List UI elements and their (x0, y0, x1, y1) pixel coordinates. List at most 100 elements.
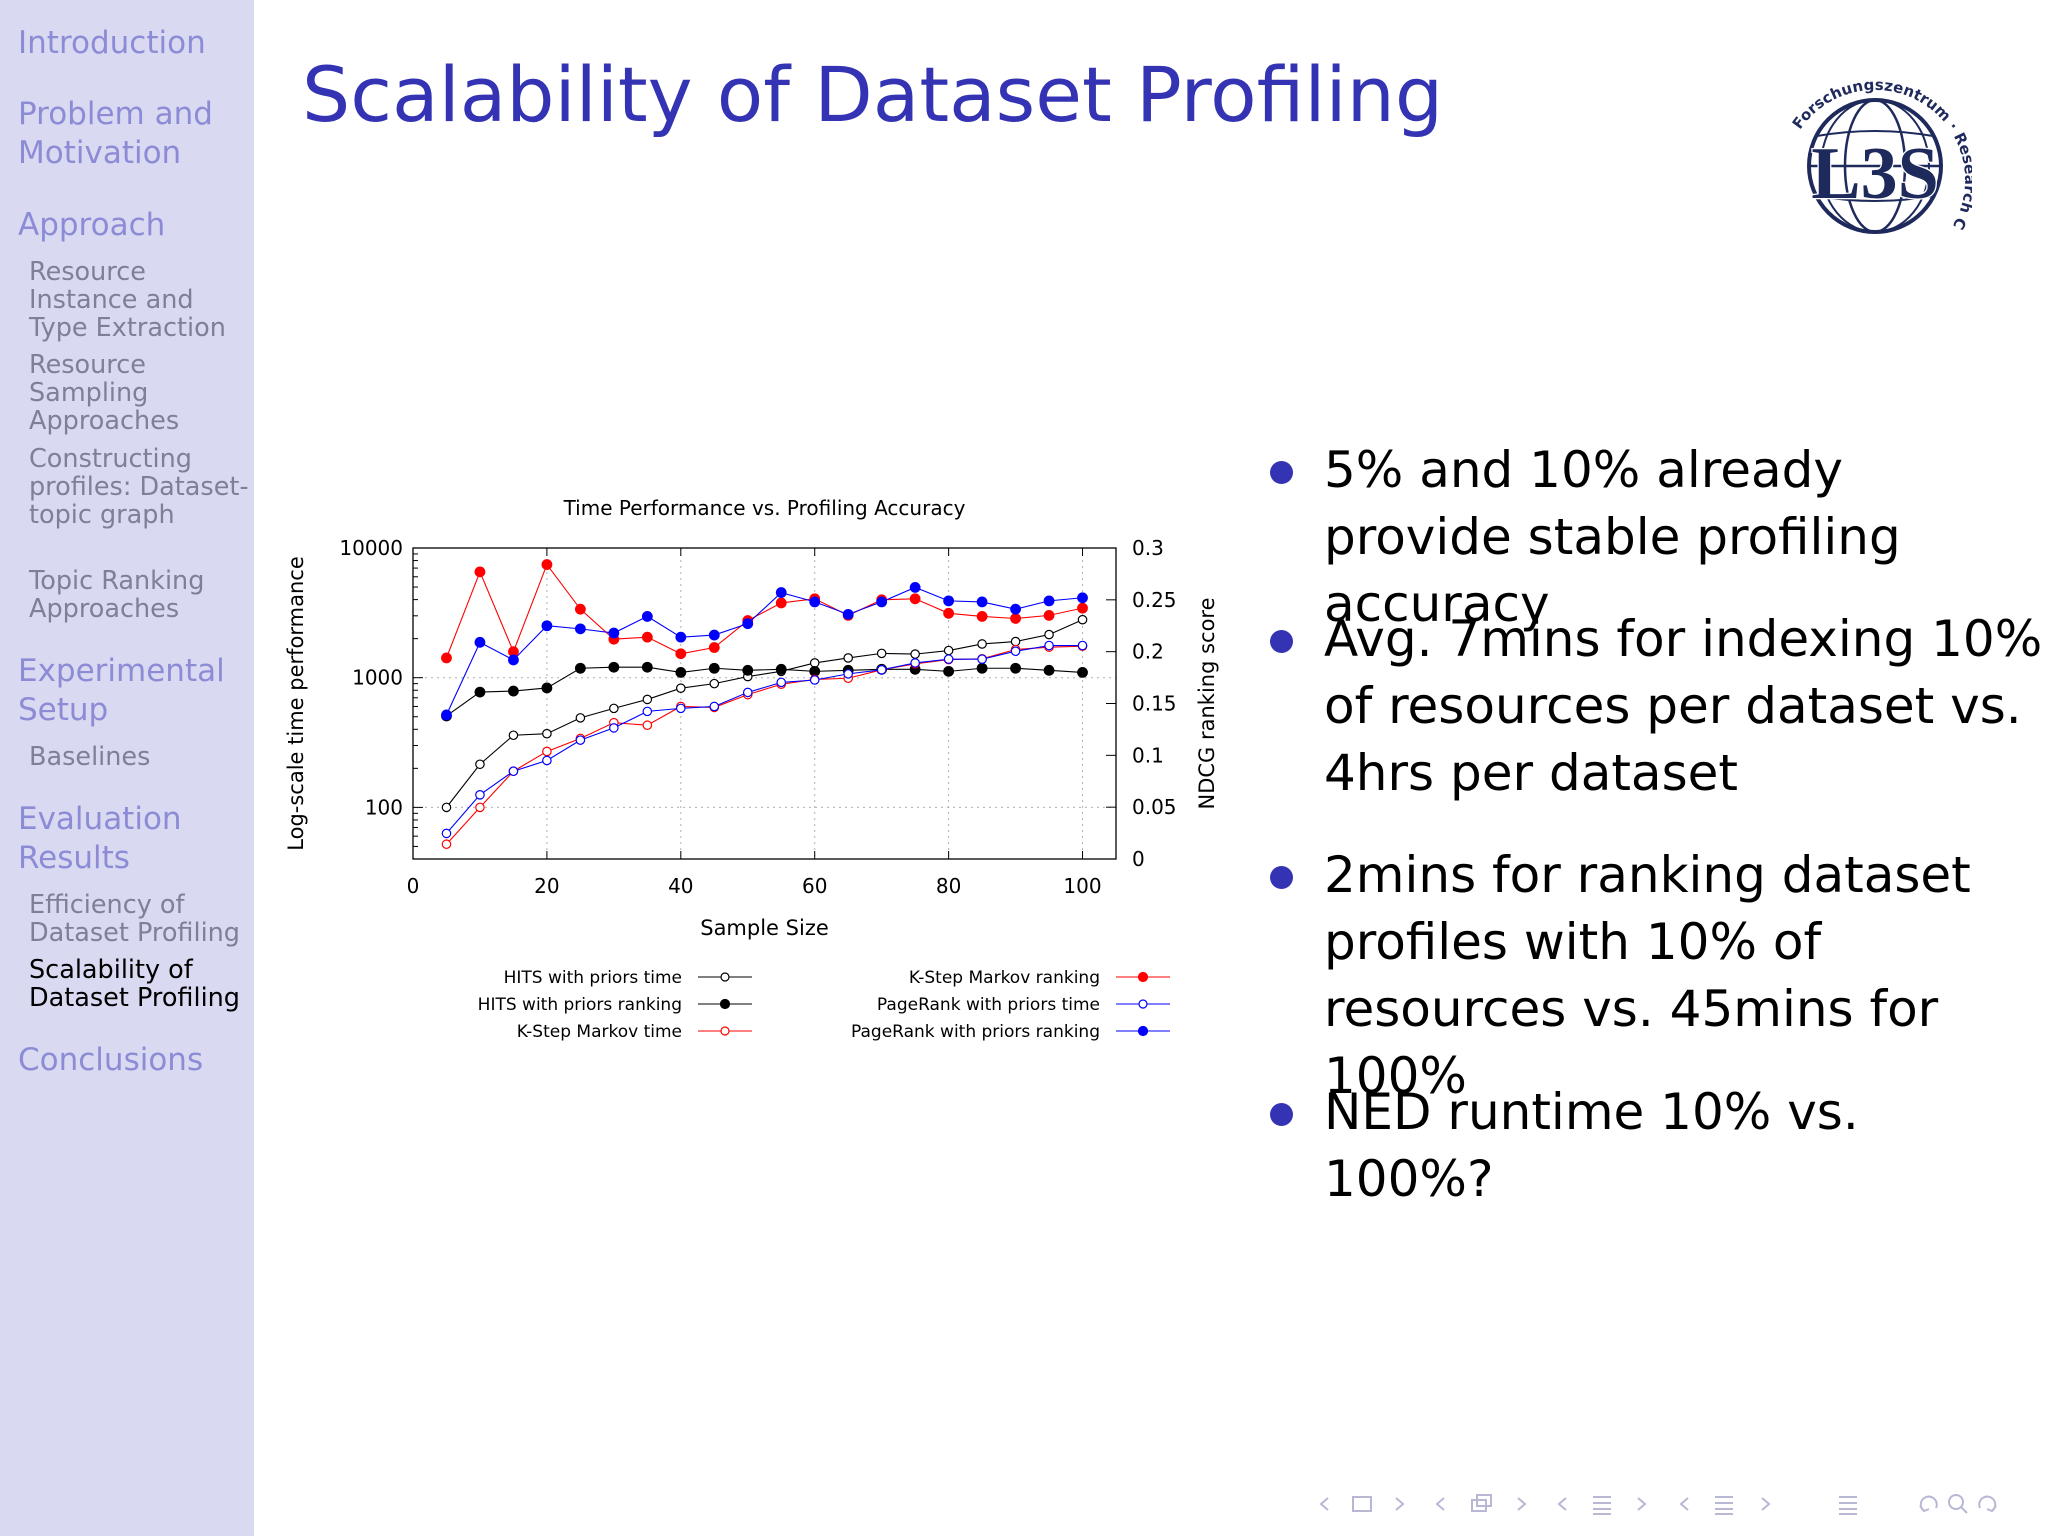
data-point-s0-17 (1010, 636, 1021, 647)
subsection-left-icon[interactable] (1557, 1497, 1567, 1511)
data-point-s4-1 (475, 790, 485, 800)
sidebar-section-evaluation-results[interactable]: Evaluation Results (18, 801, 182, 876)
sidebar-section-introduction[interactable]: Introduction (18, 25, 206, 61)
y2-tick-label-6: 0.3 (1132, 536, 1164, 560)
sidebar-section-approach[interactable]: Approach (18, 207, 166, 243)
redo-icon[interactable] (1978, 1495, 1997, 1513)
frame-right-icon[interactable] (1395, 1497, 1405, 1511)
data-point-s2-1 (475, 802, 485, 813)
subsection-right-icon[interactable] (1637, 1497, 1647, 1511)
data-point-s4-12 (843, 669, 853, 679)
section-right-icon[interactable] (1761, 1497, 1771, 1511)
data-point-s0-5 (609, 703, 619, 714)
data-point-s0-12 (843, 653, 853, 663)
toc-icon[interactable] (1839, 1496, 1857, 1515)
sidebar-sub-constructing-profiles[interactable]: Constructing profiles: Dataset-topic gra… (29, 444, 249, 530)
frame-box-icon[interactable] (1352, 1496, 1372, 1512)
sidebar-sub-baselines[interactable]: Baselines (29, 742, 151, 772)
legend-marker-5 (1137, 1025, 1149, 1037)
chart-title: Time Performance vs. Profiling Accuracy (563, 496, 966, 520)
data-point-s4-19 (1077, 640, 1088, 651)
bullet-marker-4 (1270, 1103, 1293, 1126)
subsection-icon[interactable] (1593, 1496, 1611, 1515)
data-point-s0-3 (542, 728, 552, 739)
data-point-s4-7 (676, 703, 686, 714)
data-point-s5-17 (1010, 603, 1021, 615)
data-point-s5-9 (742, 618, 754, 630)
data-point-s5-2 (508, 654, 519, 666)
sidebar-section-experimental-setup[interactable]: Experimental Setup (18, 653, 225, 728)
x-axis-label: Sample Size (700, 916, 829, 940)
section-icon[interactable] (1715, 1496, 1733, 1515)
legend-marker-2 (720, 1026, 730, 1036)
bullet-text-3: 2mins for ranking dataset profiles with … (1324, 846, 1971, 1105)
y-axis-label: Log-scale time performance (284, 556, 308, 850)
data-point-s1-18 (1043, 664, 1055, 676)
bullet-marker-3 (1270, 866, 1293, 889)
y2-tick-label-5: 0.25 (1132, 588, 1177, 612)
data-point-s4-10 (776, 677, 787, 688)
sidebar-section-conclusions[interactable]: Conclusions (18, 1042, 204, 1078)
data-point-s0-7 (676, 683, 686, 693)
slide-title: Scalability of Dataset Profiling (302, 50, 1444, 139)
series-line-3 (445, 563, 1083, 659)
legend-label-0: HITS with priors time (504, 968, 682, 988)
sidebar-sub-topic-ranking[interactable]: Topic Ranking Approaches (29, 566, 205, 624)
data-point-s0-8 (709, 678, 720, 689)
data-point-s4-15 (943, 654, 954, 664)
y2-axis-label: NDCG ranking score (1195, 597, 1219, 809)
l3s-logo: Forschungszentrum · Research Center L3S (1772, 58, 1972, 234)
data-point-s1-1 (474, 686, 486, 698)
data-point-s1-10 (775, 663, 787, 675)
data-point-s1-9 (742, 664, 754, 676)
sidebar-sub-resource-instance[interactable]: Resource Instance and Type Extraction (29, 257, 226, 343)
data-point-s5-13 (876, 596, 888, 608)
data-point-s5-19 (1077, 592, 1088, 604)
data-point-s4-6 (642, 706, 653, 717)
data-point-s1-4 (574, 662, 586, 674)
bullet-marker-2 (1270, 630, 1293, 653)
legend-label-2: K-Step Markov time (517, 1022, 682, 1042)
data-point-s1-16 (976, 662, 988, 674)
data-point-s3-6 (641, 631, 653, 643)
data-point-s1-17 (1010, 662, 1021, 674)
legend-label-5: PageRank with priors ranking (851, 1022, 1100, 1042)
x-tick-label-2: 40 (668, 874, 693, 898)
data-point-s3-3 (541, 559, 553, 570)
legend-marker-0 (720, 972, 730, 982)
undo-icon[interactable] (1919, 1495, 1938, 1513)
data-point-s1-15 (943, 665, 955, 677)
y2-tick-label-1: 0.05 (1132, 795, 1177, 819)
data-point-s3-16 (976, 611, 988, 622)
data-point-s5-4 (574, 623, 586, 635)
data-point-s4-11 (809, 675, 820, 685)
data-point-s5-0 (441, 709, 452, 721)
data-point-s1-3 (541, 682, 553, 694)
sidebar-sub-resource-sampling[interactable]: Resource Sampling Approaches (29, 350, 180, 436)
series-line-1 (446, 666, 1083, 717)
data-point-s3-18 (1043, 609, 1055, 621)
data-point-s5-5 (608, 627, 620, 639)
data-point-s5-6 (641, 611, 653, 622)
sidebar-sub-scalability-active[interactable]: Scalability of Dataset Profiling (29, 955, 240, 1013)
y2-tick-label-0: 0 (1132, 847, 1145, 871)
data-point-s1-6 (641, 661, 653, 673)
slides-icon[interactable] (1471, 1494, 1492, 1512)
data-point-s0-19 (1077, 614, 1088, 625)
sidebar-section-problem-and-motivation[interactable]: Problem and Motivation (18, 96, 213, 171)
data-point-s3-14 (909, 593, 921, 605)
data-point-s4-0 (441, 828, 452, 839)
data-point-s0-6 (642, 694, 653, 705)
sidebar-sub-efficiency[interactable]: Efficiency of Dataset Profiling (29, 890, 240, 948)
slides-right-icon[interactable] (1517, 1497, 1527, 1511)
y2-tick-label-3: 0.15 (1132, 692, 1177, 716)
y2-tick-label-4: 0.2 (1132, 640, 1164, 664)
data-point-s4-14 (910, 658, 920, 668)
section-left-icon[interactable] (1679, 1497, 1689, 1511)
y-tick-label-1: 1000 (352, 666, 403, 690)
data-point-s3-15 (943, 607, 955, 619)
search-icon[interactable] (1948, 1494, 1968, 1514)
slides-left-icon[interactable] (1435, 1497, 1445, 1511)
frame-left-icon[interactable] (1319, 1497, 1329, 1511)
data-point-s5-18 (1043, 595, 1055, 607)
